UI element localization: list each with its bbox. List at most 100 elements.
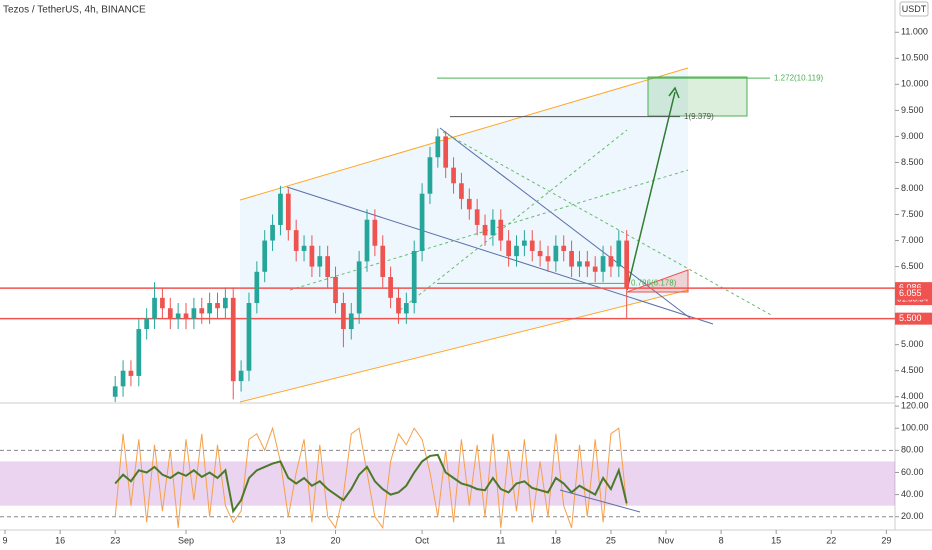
x-tick-label: 25 [606, 535, 616, 545]
candle-body [199, 308, 205, 314]
candle-body [152, 297, 157, 319]
x-tick-label: 29 [881, 535, 891, 545]
candle-body [278, 193, 283, 225]
candle-body [112, 386, 118, 397]
x-tick-label: 9 [3, 535, 8, 545]
candle-body [474, 209, 480, 225]
candle-body [537, 250, 543, 257]
y-tick-label: 4.000 [901, 391, 924, 401]
candle-body [301, 245, 307, 251]
y-tick-label: 6.500 [901, 261, 924, 271]
candle-body [577, 261, 582, 267]
candle-body [285, 193, 291, 231]
oscillator-line [114, 453, 628, 514]
price-tag: 5.500 [899, 313, 922, 323]
candle-body [443, 136, 449, 168]
x-tick-label: 11 [496, 535, 505, 545]
currency-box [899, 1, 929, 17]
y-tick-label: 10.500 [901, 53, 929, 63]
candle-body [411, 250, 417, 304]
x-tick-label: 13 [275, 535, 285, 545]
candle-body [435, 136, 441, 158]
candle-body [317, 256, 323, 267]
y-tick-label: 10.000 [901, 79, 929, 89]
x-tick-label: 20 [331, 535, 341, 545]
channel-top [239, 67, 689, 201]
x-tick-label: Nov [658, 535, 675, 545]
price-tag-box [895, 312, 932, 325]
candle-body [403, 303, 409, 314]
x-tick-label: 23 [110, 535, 120, 545]
candle-body [466, 198, 472, 210]
candle-body [372, 219, 378, 246]
y-tick-label: 8.500 [901, 157, 924, 167]
candle-body [451, 167, 456, 184]
y-tick-label: 9.500 [901, 105, 924, 115]
chart-title: Tezos / TetherUS, 4h, BINANCE [3, 5, 146, 16]
candle-body [506, 240, 512, 257]
target-box [647, 76, 748, 117]
candle-body [624, 240, 630, 289]
candle-body [309, 245, 315, 267]
stop-box [626, 269, 689, 293]
x-tick-label: 18 [551, 535, 561, 545]
candle-body [522, 240, 527, 246]
trend-line [439, 127, 691, 319]
price-tag: 6.086 [899, 283, 922, 293]
candle-body [325, 256, 331, 277]
candle-body [207, 303, 212, 314]
candle-body [459, 183, 464, 199]
candle-body [136, 329, 142, 376]
x-tick-label: 16 [55, 535, 65, 545]
candle-body [160, 297, 165, 309]
candle-body [356, 261, 362, 314]
x-tick-label: 22 [826, 535, 836, 545]
candle-body [341, 303, 346, 330]
y2-tick-label: 120.00 [901, 400, 929, 410]
candle-body [545, 256, 551, 262]
trend-line [286, 186, 714, 325]
candle-body [333, 276, 338, 304]
y2-tick-label: 60.00 [901, 467, 924, 477]
arrow [626, 91, 676, 291]
candle-body [364, 219, 370, 262]
fib-label: 1(9.379) [684, 112, 714, 121]
candle-body [128, 370, 134, 376]
oscillator-line [114, 426, 628, 530]
price-tag: 6.055 [899, 288, 922, 298]
candle-body [427, 157, 433, 194]
y-tick-label: 7.500 [901, 209, 924, 219]
oscillator-trend [559, 489, 641, 513]
y2-tick-label: 100.00 [901, 423, 929, 433]
candle-body [175, 313, 181, 319]
candle-body [419, 193, 425, 251]
channel-bottom [239, 289, 689, 403]
candle-body [120, 370, 126, 387]
y-tick-label: 4.500 [901, 365, 924, 375]
candle-body [215, 303, 220, 309]
candle-body [482, 224, 488, 236]
dashed-line [442, 131, 774, 317]
x-tick-label: Sep [178, 535, 194, 545]
arrow-head [668, 86, 680, 99]
price-tag-box [895, 287, 932, 300]
candle-body [183, 313, 189, 319]
candle-body [396, 297, 401, 314]
x-tick-label: Oct [415, 535, 430, 545]
candle-body [608, 256, 614, 267]
y-tick-label: 11.000 [901, 27, 928, 37]
dashed-line [399, 129, 628, 311]
candle-body [388, 276, 393, 298]
candle-body [167, 308, 173, 319]
candle-body [592, 266, 598, 272]
candle-body [380, 245, 386, 277]
y2-tick-label: 20.00 [901, 511, 924, 521]
y2-tick-label: 40.00 [901, 489, 924, 499]
candle-body [254, 271, 260, 304]
fib-label: 1.272(10.119) [774, 73, 824, 82]
candle-body [553, 245, 559, 262]
x-tick-label: 8 [719, 535, 724, 545]
candle-body [262, 240, 268, 272]
